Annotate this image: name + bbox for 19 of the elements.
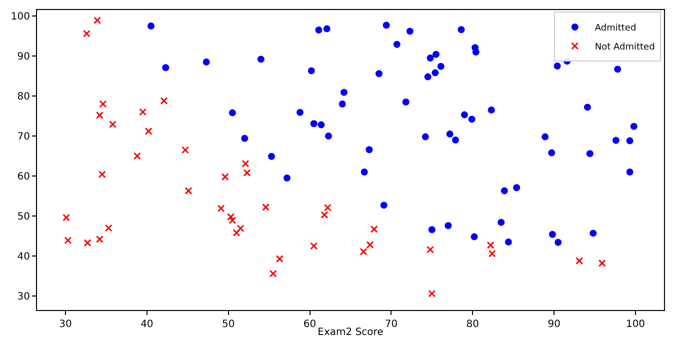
y-tick-label: 100 — [10, 12, 30, 22]
x-axis-title: Exam2 Score — [318, 327, 384, 338]
y-tick-label: 60 — [17, 172, 30, 182]
legend-label: Not Admitted — [594, 42, 655, 53]
y-tick-label: 70 — [17, 132, 30, 142]
y-tick-label: 80 — [17, 92, 30, 102]
y-tick-label: 30 — [17, 292, 30, 302]
x-tick-label: 100 — [626, 319, 646, 330]
x-tick-label: 50 — [222, 319, 235, 330]
y-tick-label: 50 — [17, 212, 30, 222]
y-tick-label: 40 — [17, 252, 30, 262]
legend-label: Admitted — [594, 24, 636, 34]
x-tick-label: 30 — [59, 319, 72, 330]
x-tick-label: 90 — [548, 319, 560, 330]
x-tick-label: 70 — [384, 319, 398, 330]
y-tick-label: 90 — [17, 52, 30, 62]
x-tick-label: 40 — [140, 319, 154, 330]
x-tick-label: 80 — [466, 319, 480, 330]
x-tick-label: 60 — [303, 319, 316, 330]
